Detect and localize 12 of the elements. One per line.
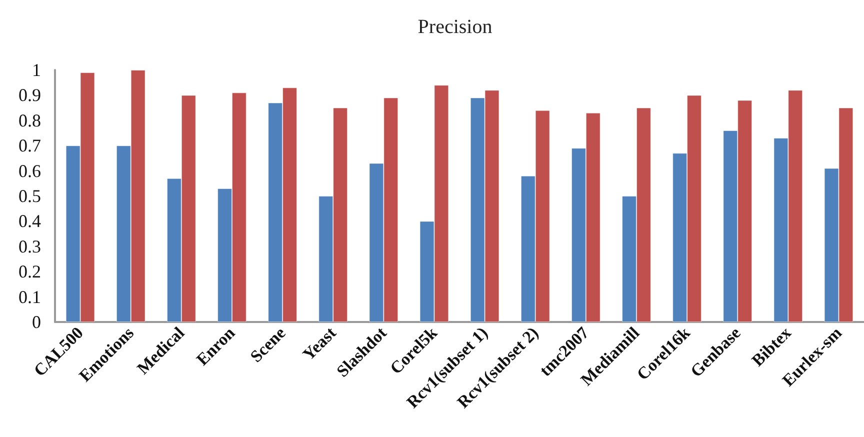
y-tick-label: 0.4	[18, 211, 41, 232]
y-tick-label: 0.7	[18, 136, 41, 156]
y-tick-label: 0.6	[18, 160, 41, 181]
y-tick-label: 0.3	[18, 236, 41, 256]
y-tick-label: 1	[32, 60, 41, 80]
y-tick-label: 0.5	[18, 186, 41, 206]
y-tick-label: 0	[32, 312, 41, 332]
y-tick-label: 0.9	[18, 85, 41, 106]
y-tick-label: 0.1	[18, 286, 41, 307]
y-tick-label: 0.2	[18, 262, 41, 282]
chart-title: Precision	[418, 16, 492, 38]
y-tick-label: 0.8	[18, 110, 41, 130]
